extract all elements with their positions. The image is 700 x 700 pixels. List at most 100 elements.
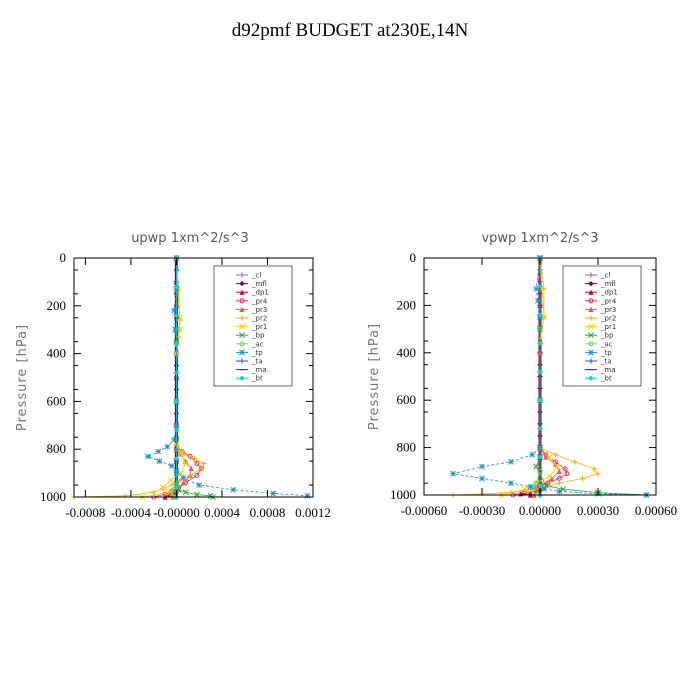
x-tick-label: 0.0008: [250, 505, 286, 520]
legend-box: [562, 265, 642, 387]
legend-item: _cl: [236, 272, 261, 280]
y-tick-label: 200: [47, 298, 67, 313]
legend-marker: [588, 272, 594, 278]
x-tick-label: -0.00000: [153, 505, 200, 520]
legend-item: _tp: [585, 349, 612, 357]
legend-marker: [239, 358, 245, 364]
data-point: [537, 482, 543, 489]
page-title: d92pmf BUDGET at230E,14N: [231, 20, 469, 41]
legend-marker: [239, 349, 245, 356]
x-tick-label: 0.00030: [577, 503, 619, 518]
legend-marker: [239, 341, 245, 347]
legend-label: _bt: [251, 375, 263, 383]
legend-item: _ma: [585, 366, 616, 374]
legend-item: _ta: [236, 358, 263, 366]
data-point: [556, 488, 563, 495]
legend-label: _tp: [251, 349, 263, 357]
x-tick-label: -0.00060: [401, 503, 448, 518]
y-tick-label: 200: [397, 297, 417, 312]
legend: _cl_mfl_dp1_pr4_pr3_pr2_pr1_bp_ac_tp_ta_…: [213, 265, 293, 387]
legend-label: _pr1: [251, 323, 267, 331]
data-point: [591, 466, 597, 472]
legend-marker: [239, 332, 245, 339]
data-point: [182, 460, 189, 467]
legend-marker: [239, 272, 245, 278]
legend-item: _pr4: [236, 297, 268, 305]
legend-label: _dp1: [600, 289, 618, 297]
y-tick-label: 1000: [390, 487, 416, 502]
y-tick-label: 0: [410, 250, 417, 265]
data-point: [560, 486, 567, 493]
legend-item: _tp: [236, 349, 263, 357]
legend-label: _cl: [251, 272, 261, 280]
data-point: [562, 466, 568, 472]
legend-label: _ma: [600, 366, 616, 374]
series-bt: [173, 255, 180, 500]
data-point: [177, 477, 183, 483]
series-line: [147, 258, 308, 497]
y-tick-label: 1000: [40, 489, 66, 504]
legend-label: _ta: [600, 358, 612, 366]
legend-marker: [239, 315, 245, 321]
data-point: [171, 307, 178, 314]
legend-item: _pr1: [236, 323, 267, 331]
data-point: [304, 492, 311, 499]
y-tick-label: 600: [47, 393, 67, 408]
data-point: [533, 285, 540, 292]
x-tick-label: -0.0004: [111, 505, 152, 520]
legend-marker: [588, 298, 594, 304]
data-point: [527, 483, 534, 490]
data-point: [194, 461, 200, 467]
data-point: [479, 475, 485, 482]
y-axis-label: Pressure [hPa]: [15, 324, 30, 431]
data-point: [198, 465, 205, 471]
data-point: [187, 472, 193, 479]
data-point: [151, 489, 157, 495]
legend-item: _ac: [585, 340, 613, 348]
data-point: [556, 475, 562, 481]
data-point: [230, 486, 237, 493]
data-point: [173, 284, 180, 290]
data-point: [156, 458, 163, 465]
y-tick-label: 0: [60, 250, 67, 265]
data-point: [182, 489, 189, 496]
legend-item: _pr3: [585, 306, 616, 314]
legend-label: _mfl: [600, 280, 616, 288]
data-point: [546, 454, 553, 461]
data-point: [595, 471, 601, 477]
data-point: [552, 452, 559, 458]
legend-label: _pr2: [600, 315, 616, 323]
legend-marker: [588, 332, 594, 339]
data-point: [201, 460, 207, 467]
data-point: [535, 297, 541, 304]
legend-label: _dp1: [251, 289, 269, 297]
y-tick-label: 800: [397, 440, 417, 455]
data-point: [178, 451, 184, 457]
chart-title: upwp 1xm^2/s^3: [131, 231, 249, 246]
legend-marker: [588, 281, 594, 287]
legend-item: _bt: [585, 375, 612, 383]
x-tick-label: 0.00060: [635, 503, 677, 518]
legend-label: _cl: [600, 272, 610, 280]
x-tick-label: 0.0004: [204, 505, 240, 520]
data-point: [167, 477, 174, 484]
data-point: [173, 312, 180, 318]
data-point: [194, 472, 200, 478]
y-axis-label: Pressure [hPa]: [367, 323, 382, 430]
legend-box: [213, 265, 293, 387]
data-point: [193, 491, 200, 498]
data-point: [564, 471, 570, 477]
legend-item: _pr1: [585, 323, 616, 331]
legend-item: _dp1: [585, 289, 618, 297]
data-point: [508, 480, 514, 487]
legend-item: _bp: [585, 332, 614, 340]
x-tick-label: 0.00000: [519, 503, 561, 518]
x-tick-label: -0.00030: [459, 503, 506, 518]
data-point: [556, 468, 562, 474]
legend-item: _pr2: [585, 315, 616, 323]
data-point: [537, 454, 543, 460]
legend-marker: [588, 289, 594, 295]
y-tick-label: 600: [397, 392, 417, 407]
data-point: [572, 459, 578, 465]
